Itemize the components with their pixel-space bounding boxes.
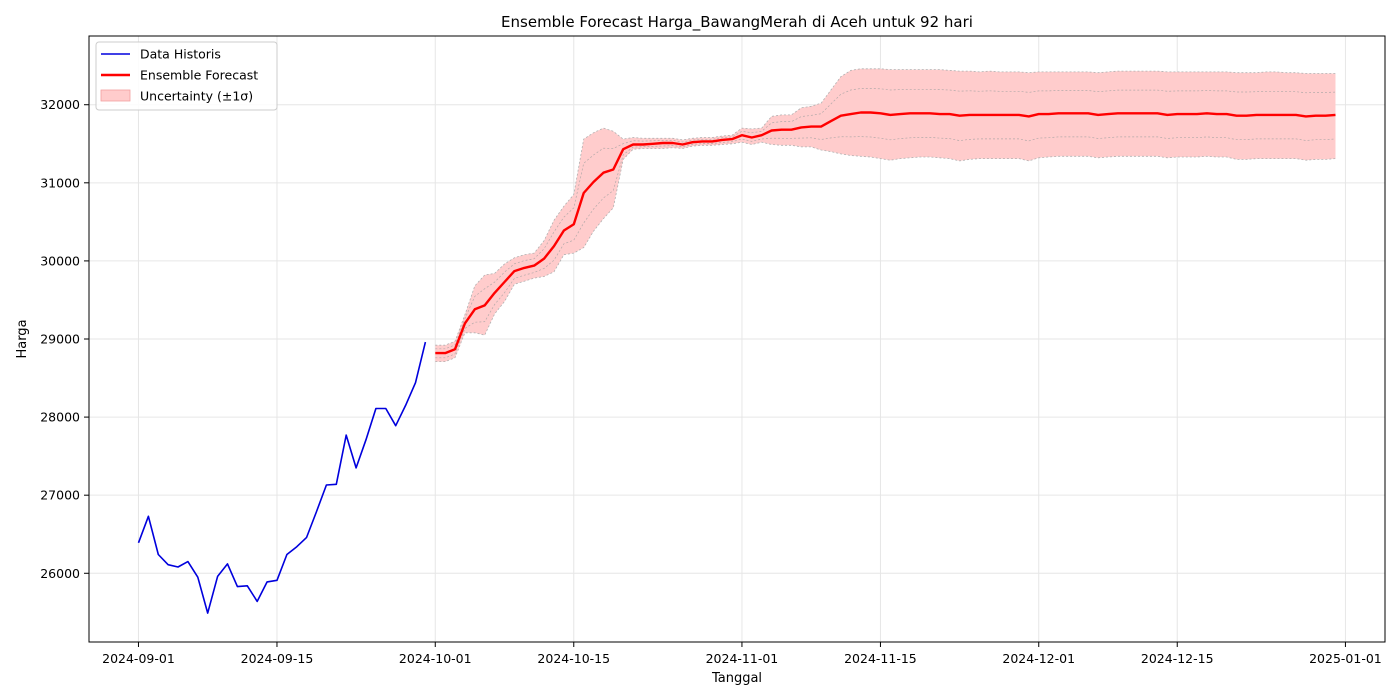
x-tick-label: 2025-01-01 xyxy=(1309,651,1382,666)
band-upper-edge xyxy=(435,68,1336,346)
x-tick-label: 2024-12-01 xyxy=(1002,651,1075,666)
chart-title: Ensemble Forecast Harga_BawangMerah di A… xyxy=(501,13,973,32)
x-tick-label: 2024-10-15 xyxy=(537,651,610,666)
x-tick-label: 2024-11-01 xyxy=(706,651,779,666)
y-tick-label: 29000 xyxy=(40,332,80,347)
y-tick-label: 32000 xyxy=(40,97,80,112)
x-tick-label: 2024-09-01 xyxy=(102,651,175,666)
y-tick-label: 30000 xyxy=(40,253,80,268)
legend-label-historical: Data Historis xyxy=(140,47,221,62)
x-tick-label: 2024-10-01 xyxy=(399,651,472,666)
x-axis: 2024-09-01 2024-09-15 2024-10-01 2024-10-15… xyxy=(102,642,1382,666)
series-lines xyxy=(137,111,1336,614)
y-axis-label: Harga xyxy=(15,319,30,358)
y-tick-label: 28000 xyxy=(40,410,80,425)
y-axis: 26000 27000 28000 29000 30000 31000 32000 xyxy=(40,97,89,581)
y-tick-label: 26000 xyxy=(40,566,80,581)
y-tick-label: 27000 xyxy=(40,488,80,503)
x-tick-label: 2024-11-15 xyxy=(844,651,917,666)
forecast-series-line xyxy=(435,111,1336,355)
legend-label-band: Uncertainty (±1σ) xyxy=(140,89,253,104)
historical-series-line xyxy=(137,341,427,614)
legend: Data Historis Ensemble Forecast Uncertaint… xyxy=(95,41,278,111)
x-axis-label: Tanggal xyxy=(711,671,762,686)
legend-swatch-band xyxy=(100,89,131,102)
legend-label-forecast: Ensemble Forecast xyxy=(140,68,258,83)
y-tick-label: 31000 xyxy=(40,175,80,190)
legend-box xyxy=(95,41,278,111)
x-tick-label: 2024-09-15 xyxy=(241,651,314,666)
ensemble-member-lower xyxy=(435,136,1336,359)
ensemble-member-upper xyxy=(435,88,1336,350)
band-lower-edge xyxy=(435,141,1336,363)
x-tick-label: 2024-12-15 xyxy=(1141,651,1214,666)
